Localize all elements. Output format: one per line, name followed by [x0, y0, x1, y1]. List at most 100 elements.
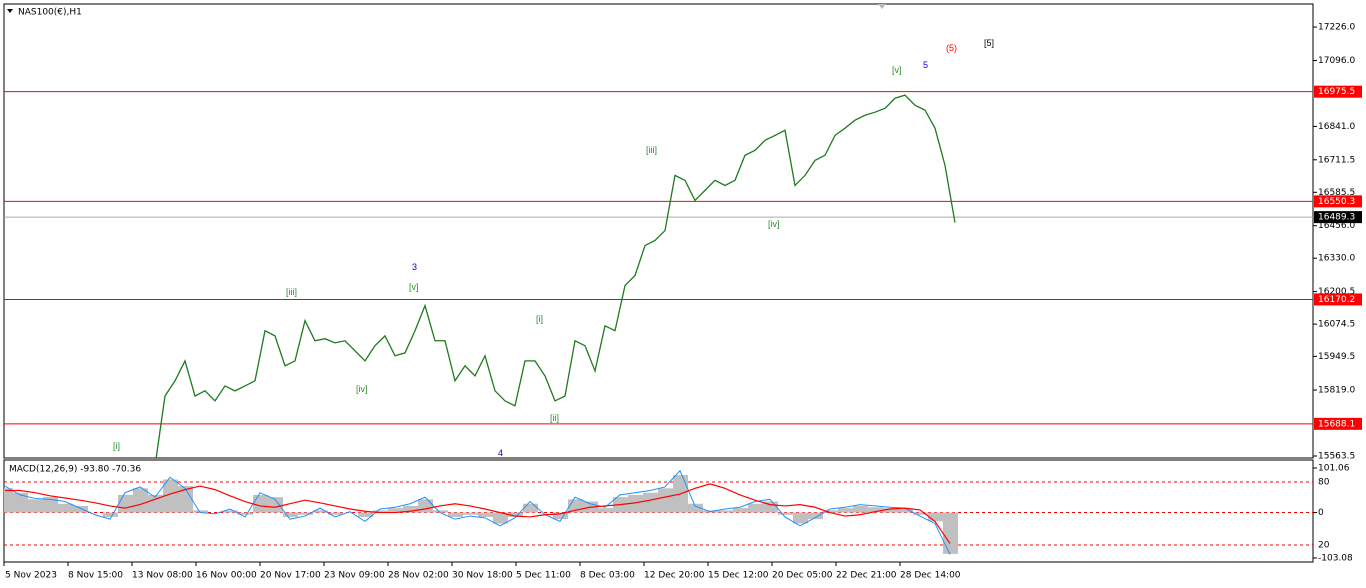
wave-label: [5]	[984, 38, 994, 48]
histogram-bar	[493, 512, 508, 524]
x-tick-label: 30 Nov 18:00	[452, 571, 513, 581]
price-label-box	[1314, 417, 1362, 430]
level-label: 20	[1318, 540, 1330, 550]
x-tick-label: 23 Nov 09:00	[324, 571, 385, 581]
histogram-bar	[358, 512, 373, 517]
price-label-box	[1314, 293, 1362, 306]
y-tick-label: 16841.0	[1318, 122, 1355, 132]
histogram-bar	[313, 510, 328, 513]
wave-label: [iii]	[286, 287, 297, 297]
chart-title: NAS100(€),H1	[18, 8, 82, 18]
histogram-bar	[283, 512, 298, 517]
x-tick-label: 12 Dec 20:00	[644, 571, 705, 581]
price-label: 16550.3	[1318, 197, 1355, 207]
histogram-bar	[868, 507, 883, 513]
histogram-bar	[103, 512, 118, 517]
histogram-bar	[778, 512, 793, 515]
histogram-bar	[793, 512, 808, 524]
level-label: 80	[1318, 477, 1330, 487]
wave-label: [v]	[409, 282, 419, 292]
histogram-bar	[688, 503, 703, 513]
histogram-bar	[883, 508, 898, 513]
histogram-bar	[133, 488, 148, 513]
price-label-box	[1314, 195, 1362, 208]
price-plot	[4, 91, 1313, 458]
macd-plot	[4, 469, 1313, 555]
histogram-bar	[58, 503, 73, 513]
signal-line	[5, 483, 951, 544]
x-tick-label: 22 Dec 21:00	[836, 571, 897, 581]
wave-label: [iv]	[768, 219, 780, 229]
wave-label: [i]	[113, 441, 120, 451]
histogram-bar	[298, 512, 313, 515]
x-tick-label: 28 Nov 02:00	[388, 571, 449, 581]
y-tick-label: 17096.0	[1318, 56, 1355, 66]
wave-label: 5	[923, 60, 928, 70]
y-tick-label: 16456.0	[1318, 221, 1355, 231]
y-tick-label: 15563.5	[1318, 451, 1355, 461]
histogram-bar	[328, 512, 343, 515]
histogram-bar	[508, 512, 523, 517]
y-tick-label: 0	[1318, 508, 1324, 518]
wave-label: (5)	[946, 43, 957, 53]
histogram-bar	[253, 494, 268, 513]
wave-label: 4	[498, 448, 503, 458]
histogram-bar	[433, 510, 448, 513]
histogram-bar	[718, 510, 733, 513]
y-tick-label: -103.08	[1318, 553, 1353, 563]
y-tick-label: 16711.5	[1318, 155, 1355, 165]
histogram-bar	[553, 512, 568, 520]
histogram-bar	[658, 488, 673, 513]
histogram-bar	[403, 505, 418, 513]
histogram-bar	[478, 512, 493, 517]
wave-label: [v]	[892, 65, 902, 75]
price-label: 16170.2	[1318, 295, 1355, 305]
x-tick-label: 8 Nov 15:00	[68, 571, 123, 581]
histogram-bar	[943, 512, 958, 554]
histogram-bar	[268, 497, 283, 513]
histogram-bar	[418, 499, 433, 513]
price-label-box	[1314, 85, 1362, 98]
y-tick-label: 16585.5	[1318, 188, 1355, 198]
shift-marker	[878, 4, 886, 9]
histogram-bar	[148, 494, 163, 513]
wave-label: 3	[412, 262, 417, 272]
price-panel	[3, 3, 1314, 459]
histogram-bar	[913, 512, 928, 515]
y-tick-label: 17226.0	[1318, 23, 1355, 33]
histogram-bar	[643, 492, 658, 513]
histogram-bar	[28, 499, 43, 513]
histogram-bar	[73, 505, 88, 513]
y-tick-label: 15819.0	[1318, 386, 1355, 396]
x-tick-label: 5 Nov 2023	[5, 571, 57, 581]
wave-label: [iv]	[356, 384, 368, 394]
histogram-bar	[193, 510, 208, 513]
histogram-bar	[118, 494, 133, 513]
price-label: 15688.1	[1318, 419, 1355, 429]
y-tick-label: 16074.5	[1318, 320, 1355, 330]
histogram-bar	[928, 512, 943, 522]
wave-label: [iii]	[646, 145, 657, 155]
y-tick-label: 15949.5	[1318, 352, 1355, 362]
wave-label: [ii]	[550, 413, 559, 423]
histogram-bar	[43, 497, 58, 513]
price-label-box	[1314, 211, 1362, 224]
wave-label: [i]	[536, 314, 543, 324]
x-tick-label: 16 Nov 00:00	[196, 571, 257, 581]
histogram-bar	[598, 508, 613, 513]
histogram-bar	[853, 505, 868, 513]
x-tick-label: 28 Dec 14:00	[900, 571, 961, 581]
y-tick-label: 16200.5	[1318, 287, 1355, 297]
menu-arrow	[7, 9, 13, 13]
histogram-bar	[823, 510, 838, 513]
price-label: 16489.3	[1318, 213, 1355, 223]
macd-title: MACD(12,26,9) -93.80 -70.36	[9, 465, 141, 475]
histogram-bar	[523, 503, 538, 513]
histogram-bar	[463, 512, 478, 515]
histogram-bar	[763, 501, 778, 513]
x-tick-label: 5 Dec 11:00	[516, 571, 571, 581]
histogram-bar	[13, 492, 28, 513]
histogram-bar	[178, 486, 193, 513]
